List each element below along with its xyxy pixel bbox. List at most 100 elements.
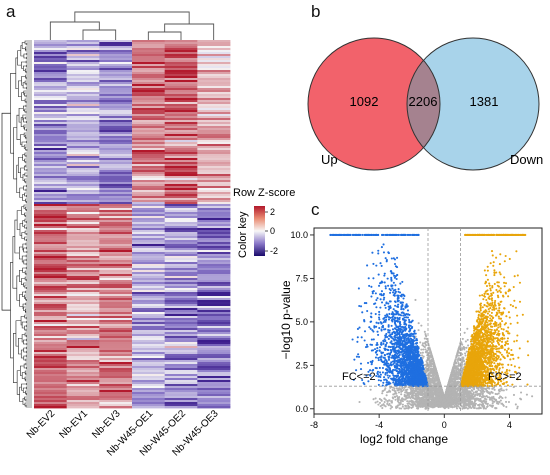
heatmap-cell [99, 350, 133, 353]
heatmap-cell [99, 328, 133, 331]
heatmap-cell [34, 202, 68, 205]
heatmap-cell [197, 382, 231, 385]
heatmap-cell [197, 110, 231, 113]
heatmap-cell [164, 314, 198, 317]
heatmap-cell [99, 114, 133, 117]
heatmap-cell [164, 176, 198, 179]
heatmap-cell [99, 394, 133, 397]
heatmap-cell [164, 166, 198, 169]
heatmap-cell [197, 94, 231, 97]
heatmap-cell [99, 368, 133, 371]
volcano-point [493, 388, 496, 391]
volcano-point [383, 388, 386, 391]
heatmap-cell [66, 188, 100, 191]
heatmap-cell [34, 104, 68, 107]
heatmap-cell [99, 396, 133, 399]
heatmap-cell [34, 288, 68, 291]
heatmap-cell [34, 54, 68, 57]
heatmap-cell [132, 164, 166, 167]
heatmap-cell [164, 136, 198, 139]
heatmap-cell [132, 186, 166, 189]
heatmap-cell [99, 118, 133, 121]
volcano-point [424, 348, 427, 351]
heatmap-cell [99, 218, 133, 221]
heatmap-cell [197, 380, 231, 383]
heatmap-cell [66, 384, 100, 387]
heatmap-cell [197, 92, 231, 95]
heatmap-cell [99, 282, 133, 285]
volcano-point [377, 252, 380, 255]
heatmap-cell [34, 82, 68, 85]
volcano-point [421, 398, 424, 401]
heatmap-cell [164, 64, 198, 67]
heatmap-cell [164, 330, 198, 333]
heatmap-cell [34, 180, 68, 183]
heatmap-cell [164, 262, 198, 265]
heatmap-cell [34, 132, 68, 135]
volcano-point [466, 338, 469, 341]
volcano-point [512, 393, 516, 397]
heatmap-cell [132, 270, 166, 273]
heatmap-cell [132, 42, 166, 45]
heatmap-cell [132, 260, 166, 263]
heatmap-cell [132, 392, 166, 395]
heatmap-cell [197, 240, 231, 243]
heatmap-cell [164, 278, 198, 281]
volcano-point [454, 378, 457, 381]
volcano-point [415, 387, 418, 390]
heatmap-cell [34, 246, 68, 249]
heatmap-cell [99, 376, 133, 379]
heatmap-cell [99, 318, 133, 321]
heatmap-cell [34, 260, 68, 263]
volcano-point [401, 397, 404, 400]
heatmap-cell [164, 200, 198, 203]
heatmap-cell [99, 138, 133, 141]
volcano-point [448, 391, 451, 394]
volcano-point [381, 404, 384, 407]
heatmap-cell [34, 190, 68, 193]
heatmap-cell [34, 264, 68, 267]
heatmap-cell [99, 210, 133, 213]
volcano-point [422, 395, 425, 398]
heatmap-cell [66, 106, 100, 109]
heatmap-cell [197, 44, 231, 47]
volcano-point [504, 400, 508, 403]
heatmap-cell [132, 120, 166, 123]
heatmap-cell [197, 160, 231, 163]
heatmap-cell [197, 126, 231, 129]
panel-a-letter: a [6, 2, 16, 21]
heatmap-cell [99, 354, 133, 357]
heatmap-cell [66, 96, 100, 99]
heatmap-cells [34, 40, 231, 409]
heatmap-cell [132, 250, 166, 253]
heatmap-cell [66, 212, 100, 215]
heatmap-cell [132, 202, 166, 205]
heatmap-cell [34, 98, 68, 101]
heatmap-cell [132, 66, 166, 69]
dendrogram-branch [19, 246, 23, 260]
heatmap-cell [132, 122, 166, 125]
heatmap-cell [164, 164, 198, 167]
heatmap-cell [34, 196, 68, 199]
volcano-point [401, 403, 404, 406]
heatmap-cell [34, 306, 68, 309]
heatmap-cell [34, 60, 68, 63]
volcano-point [531, 395, 534, 398]
heatmap-cell [164, 242, 198, 245]
dendrogram-branch [25, 334, 32, 338]
heatmap-cell [164, 212, 198, 215]
volcano-point [504, 396, 507, 399]
heatmap-cell [132, 140, 166, 143]
heatmap-cell [66, 66, 100, 69]
heatmap-cell [132, 138, 166, 141]
heatmap-cell [66, 156, 100, 159]
heatmap-cell [66, 254, 100, 257]
heatmap-cell [132, 84, 166, 87]
heatmap-cell [132, 330, 166, 333]
volcano-point [472, 397, 475, 400]
volcano-point [495, 407, 498, 410]
heatmap-cell [164, 386, 198, 389]
heatmap-cell [197, 356, 231, 359]
heatmap-cell [164, 276, 198, 279]
heatmap-cell [99, 234, 133, 237]
